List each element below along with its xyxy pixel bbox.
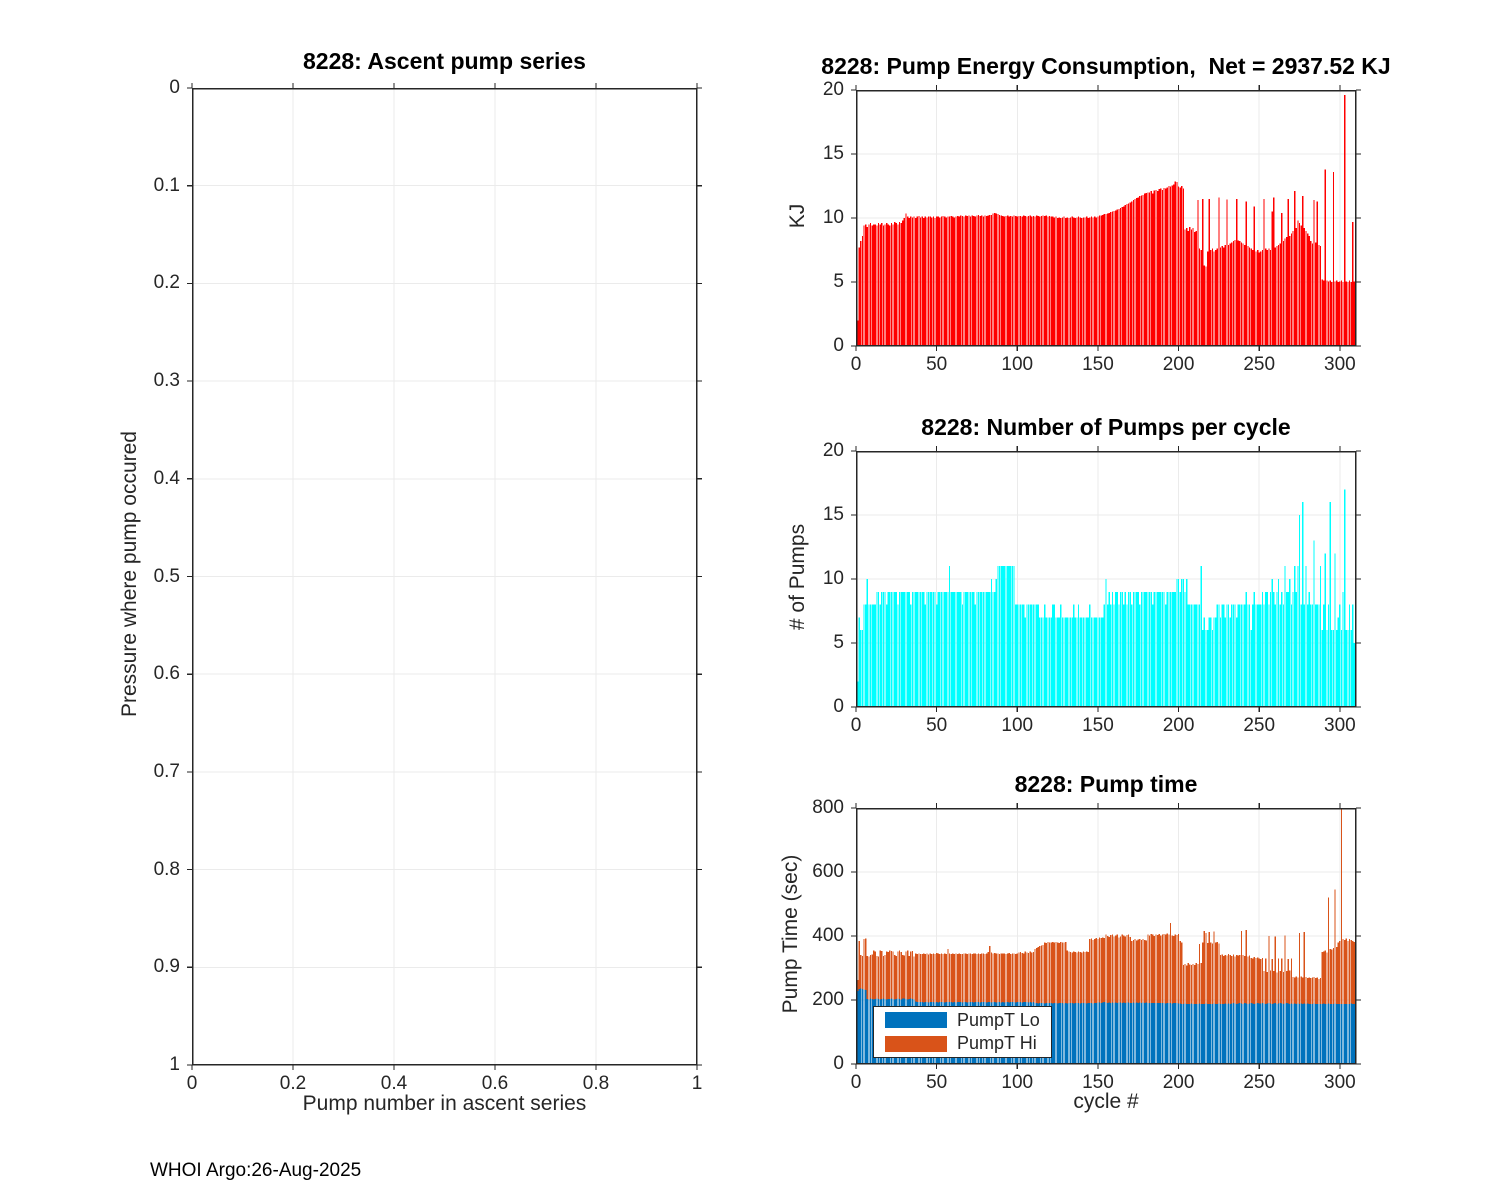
y-tick-label: 20: [822, 79, 844, 100]
x-tick-label: 0.8: [582, 1073, 610, 1094]
x-tick-label: 100: [1001, 354, 1034, 375]
y-tick-label: 0.7: [153, 760, 180, 782]
x-tick-label: 200: [1162, 715, 1195, 736]
y-tick-label: 0.6: [153, 663, 180, 685]
plot-title-ascent: 8228: Ascent pump series: [303, 48, 586, 74]
x-tick-label: 150: [1082, 715, 1114, 736]
x-tick-label: 250: [1243, 715, 1276, 736]
legend-item-pumpt-lo: PumpT Lo: [874, 1010, 1051, 1031]
x-tick-label: 200: [1162, 354, 1195, 375]
y-tick-label: 0.4: [153, 467, 180, 489]
x-tick-label: 200: [1162, 1072, 1195, 1093]
y-tick-label: 1: [169, 1054, 180, 1075]
x-tick-label: 300: [1324, 1072, 1356, 1093]
footer-note: WHOI Argo:26-Aug-2025: [150, 1160, 362, 1181]
x-tick-label: 0.2: [279, 1073, 307, 1094]
legend: PumpT Lo PumpT Hi: [873, 1006, 1052, 1058]
y-tick-label: 15: [822, 504, 844, 525]
energy-plot-canvas: [850, 84, 1362, 352]
pumpt-hi-swatch: [885, 1035, 947, 1052]
x-tick-label: 300: [1324, 354, 1356, 375]
x-tick-label: 150: [1082, 1072, 1114, 1093]
x-axis-label-pumptime: cycle #: [1073, 1090, 1139, 1113]
y-tick-label: 0.1: [153, 174, 180, 196]
x-tick-label: 50: [926, 354, 948, 375]
x-tick-label: 300: [1324, 715, 1356, 736]
x-tick-label: 100: [1001, 1072, 1034, 1093]
x-tick-label: 50: [926, 1072, 948, 1093]
pumps-plot-canvas: [850, 445, 1362, 713]
x-tick-label: 0.6: [481, 1073, 509, 1094]
y-tick-label: 0: [169, 77, 180, 98]
y-tick-label: 0: [833, 335, 844, 356]
x-axis-label-ascent: Pump number in ascent series: [302, 1092, 587, 1115]
plot-title-pumps: 8228: Number of Pumps per cycle: [921, 414, 1291, 440]
y-tick-label: 10: [822, 207, 844, 228]
y-tick-label: 400: [812, 925, 844, 946]
y-tick-label: 0.9: [153, 956, 180, 978]
x-tick-label: 250: [1243, 354, 1276, 375]
y-tick-label: 10: [822, 568, 844, 589]
legend-label: PumpT Hi: [957, 1033, 1037, 1054]
x-tick-label: 250: [1243, 1072, 1276, 1093]
x-tick-label: 50: [926, 715, 948, 736]
ascent-plot-canvas: [186, 82, 703, 1071]
legend-label: PumpT Lo: [957, 1009, 1040, 1030]
x-tick-label: 0.4: [380, 1073, 408, 1094]
y-tick-label: 800: [812, 797, 844, 818]
y-tick-label: 0.5: [153, 565, 180, 587]
y-tick-label: 5: [833, 632, 844, 653]
legend-item-pumpt-hi: PumpT Hi: [874, 1033, 1051, 1054]
y-tick-label: 20: [822, 440, 844, 461]
x-tick-label: 0: [186, 1073, 198, 1094]
y-tick-label: 0.8: [153, 858, 180, 880]
y-tick-label: 15: [822, 143, 844, 164]
x-tick-label: 0: [850, 1072, 862, 1093]
y-tick-label: 0.2: [153, 272, 180, 294]
y-tick-label: 600: [812, 861, 844, 882]
x-tick-label: 0: [850, 715, 862, 736]
y-tick-label: 0: [833, 1053, 844, 1074]
plot-title-energy: 8228: Pump Energy Consumption, Net = 293…: [821, 53, 1391, 79]
pumpt-lo-swatch: [885, 1012, 947, 1029]
y-tick-label: 5: [833, 271, 844, 292]
x-tick-label: 150: [1082, 354, 1114, 375]
y-tick-label: 0.3: [153, 370, 180, 392]
x-tick-label: 100: [1001, 715, 1034, 736]
x-tick-label: 1: [691, 1073, 703, 1094]
y-tick-label: 0: [833, 696, 844, 717]
plot-title-pumptime: 8228: Pump time: [1014, 771, 1198, 797]
x-tick-label: 0: [850, 354, 862, 375]
y-tick-label: 200: [812, 989, 844, 1010]
